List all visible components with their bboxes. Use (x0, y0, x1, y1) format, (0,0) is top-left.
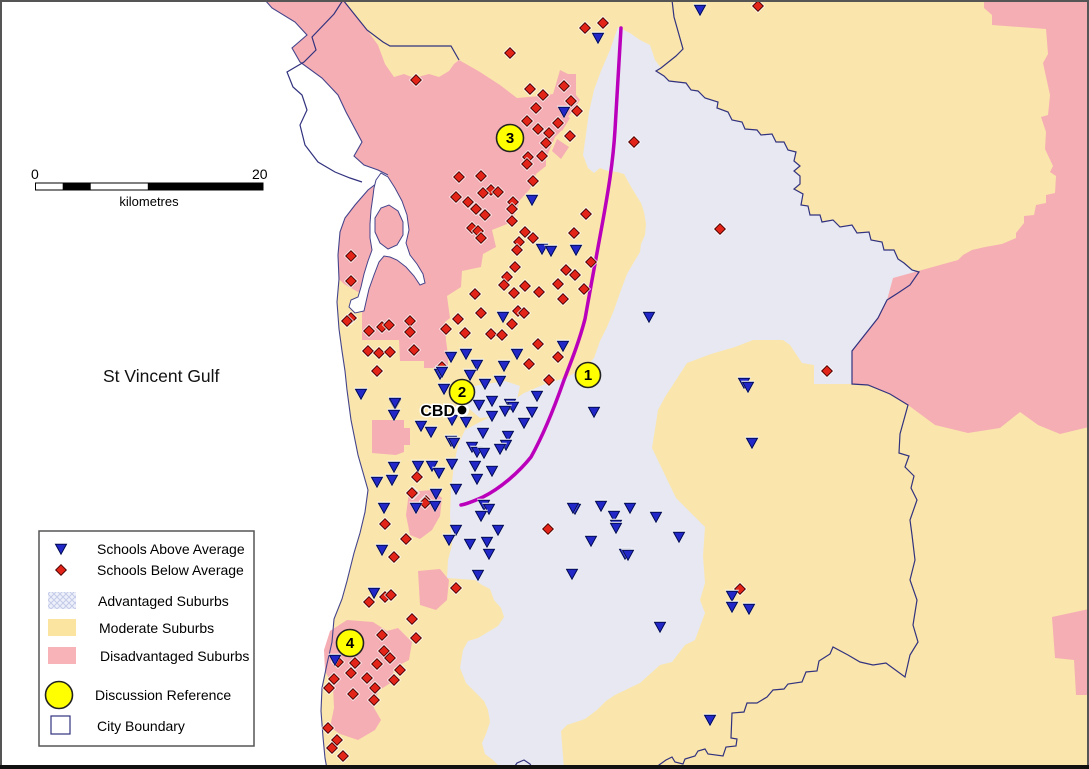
svg-text:2: 2 (458, 384, 466, 401)
svg-text:4: 4 (346, 635, 355, 652)
svg-text:Moderate Suburbs: Moderate Suburbs (99, 620, 214, 636)
svg-text:kilometres: kilometres (119, 194, 179, 209)
svg-text:Discussion Reference: Discussion Reference (95, 687, 231, 703)
svg-text:St Vincent Gulf: St Vincent Gulf (103, 366, 220, 386)
svg-text:CBD: CBD (420, 403, 455, 420)
svg-text:Schools Below Average: Schools Below Average (97, 562, 244, 578)
svg-text:1: 1 (584, 367, 592, 384)
svg-text:Disadvantaged Suburbs: Disadvantaged Suburbs (100, 648, 249, 664)
svg-text:3: 3 (506, 130, 514, 147)
svg-text:Schools Above Average: Schools Above Average (97, 541, 245, 557)
svg-text:0: 0 (31, 166, 39, 182)
svg-text:Advantaged Suburbs: Advantaged Suburbs (98, 593, 229, 609)
svg-text:20: 20 (252, 166, 268, 182)
svg-text:City Boundary: City Boundary (97, 718, 185, 734)
